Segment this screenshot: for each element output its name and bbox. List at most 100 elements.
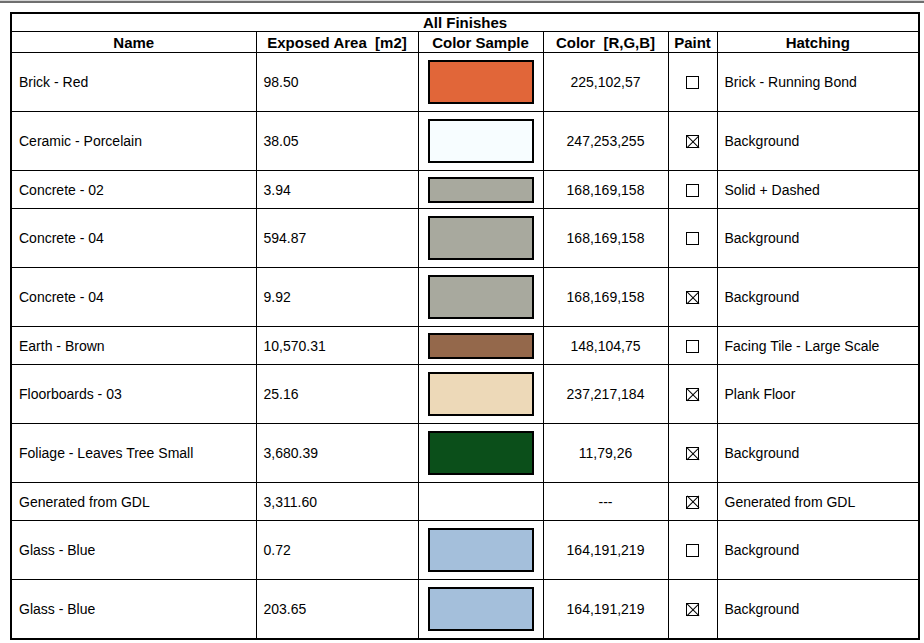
finish-name-cell: Ceramic - Porcelain — [11, 112, 256, 171]
color-rgb-cell: 11,79,26 — [543, 424, 668, 483]
paint-checkbox[interactable] — [686, 291, 699, 304]
exposed-area-cell: 3.94 — [256, 171, 418, 209]
exposed-area-cell: 0.72 — [256, 521, 418, 580]
hatching-cell: Background — [717, 424, 919, 483]
color-sample-cell — [418, 424, 543, 483]
table-row: Floorboards - 03 25.16 237,217,184 Plank… — [11, 365, 919, 424]
color-sample-cell — [418, 365, 543, 424]
paint-cell — [668, 521, 717, 580]
color-sample-cell — [418, 483, 543, 521]
color-sample-cell — [418, 580, 543, 639]
exposed-area-cell: 3,680.39 — [256, 424, 418, 483]
paint-checkbox[interactable] — [686, 447, 699, 460]
color-sample-cell — [418, 327, 543, 365]
table-row: Concrete - 04 594.87 168,169,158 Backgro… — [11, 209, 919, 268]
exposed-area-cell: 3,311.60 — [256, 483, 418, 521]
column-header-name: Name — [11, 32, 256, 53]
table-row: Concrete - 02 3.94 168,169,158 Solid + D… — [11, 171, 919, 209]
finish-name-cell: Concrete - 04 — [11, 209, 256, 268]
paint-cell — [668, 365, 717, 424]
color-sample-cell — [418, 268, 543, 327]
table-row: Ceramic - Porcelain 38.05 247,253,255 Ba… — [11, 112, 919, 171]
color-rgb-cell: 164,191,219 — [543, 521, 668, 580]
paint-checkbox[interactable] — [686, 184, 699, 197]
paint-cell — [668, 209, 717, 268]
finish-name-cell: Glass - Blue — [11, 580, 256, 639]
exposed-area-cell: 10,570.31 — [256, 327, 418, 365]
color-rgb-cell: 168,169,158 — [543, 268, 668, 327]
hatching-cell: Background — [717, 521, 919, 580]
color-swatch — [428, 587, 534, 631]
color-sample-cell — [418, 521, 543, 580]
finishes-schedule-table: All Finishes Name Exposed Area [m2] Colo… — [10, 12, 920, 640]
color-swatch — [428, 119, 534, 163]
finish-name-cell: Foliage - Leaves Tree Small — [11, 424, 256, 483]
paint-cell — [668, 580, 717, 639]
color-swatch — [428, 333, 534, 359]
finish-name-cell: Floorboards - 03 — [11, 365, 256, 424]
exposed-area-cell: 38.05 — [256, 112, 418, 171]
toolbar-bottom-edge — [0, 0, 924, 3]
color-swatch — [428, 275, 534, 319]
color-swatch — [428, 528, 534, 572]
hatching-cell: Brick - Running Bond — [717, 53, 919, 112]
hatching-cell: Facing Tile - Large Scale — [717, 327, 919, 365]
paint-checkbox[interactable] — [686, 135, 699, 148]
paint-checkbox[interactable] — [686, 544, 699, 557]
color-swatch — [428, 372, 534, 416]
paint-checkbox[interactable] — [686, 340, 699, 353]
color-sample-cell — [418, 209, 543, 268]
color-rgb-cell: 168,169,158 — [543, 171, 668, 209]
color-swatch — [428, 431, 534, 475]
hatching-cell: Background — [717, 580, 919, 639]
paint-cell — [668, 112, 717, 171]
color-swatch — [428, 60, 534, 104]
paint-cell — [668, 171, 717, 209]
finish-name-cell: Earth - Brown — [11, 327, 256, 365]
paint-cell — [668, 53, 717, 112]
hatching-cell: Plank Floor — [717, 365, 919, 424]
color-sample-cell — [418, 171, 543, 209]
table-title-row: All Finishes — [11, 13, 919, 32]
finish-name-cell: Concrete - 02 — [11, 171, 256, 209]
paint-cell — [668, 327, 717, 365]
paint-checkbox[interactable] — [686, 232, 699, 245]
column-header-color-rgb: Color [R,G,B] — [543, 32, 668, 53]
color-rgb-cell: --- — [543, 483, 668, 521]
finish-name-cell: Generated from GDL — [11, 483, 256, 521]
table-row: Glass - Blue 0.72 164,191,219 Background — [11, 521, 919, 580]
table-row: Earth - Brown 10,570.31 148,104,75 Facin… — [11, 327, 919, 365]
hatching-cell: Background — [717, 209, 919, 268]
color-rgb-cell: 164,191,219 — [543, 580, 668, 639]
color-sample-cell — [418, 112, 543, 171]
table-row: Concrete - 04 9.92 168,169,158 Backgroun… — [11, 268, 919, 327]
exposed-area-cell: 203.65 — [256, 580, 418, 639]
paint-cell — [668, 424, 717, 483]
column-header-paint: Paint — [668, 32, 717, 53]
paint-checkbox[interactable] — [686, 76, 699, 89]
hatching-cell: Background — [717, 112, 919, 171]
table-row: Glass - Blue 203.65 164,191,219 Backgrou… — [11, 580, 919, 639]
color-swatch — [428, 177, 534, 203]
color-rgb-cell: 225,102,57 — [543, 53, 668, 112]
color-rgb-cell: 237,217,184 — [543, 365, 668, 424]
paint-checkbox[interactable] — [686, 603, 699, 616]
finish-name-cell: Concrete - 04 — [11, 268, 256, 327]
color-sample-cell — [418, 53, 543, 112]
hatching-cell: Generated from GDL — [717, 483, 919, 521]
table-row: Brick - Red 98.50 225,102,57 Brick - Run… — [11, 53, 919, 112]
finish-name-cell: Glass - Blue — [11, 521, 256, 580]
exposed-area-cell: 98.50 — [256, 53, 418, 112]
table-row: Foliage - Leaves Tree Small 3,680.39 11,… — [11, 424, 919, 483]
column-header-color-sample: Color Sample — [418, 32, 543, 53]
table-row: Generated from GDL 3,311.60 --- Generate… — [11, 483, 919, 521]
finish-name-cell: Brick - Red — [11, 53, 256, 112]
paint-checkbox[interactable] — [686, 388, 699, 401]
color-rgb-cell: 168,169,158 — [543, 209, 668, 268]
paint-checkbox[interactable] — [686, 496, 699, 509]
column-header-exposed-area: Exposed Area [m2] — [256, 32, 418, 53]
color-rgb-cell: 247,253,255 — [543, 112, 668, 171]
paint-cell — [668, 268, 717, 327]
paint-cell — [668, 483, 717, 521]
hatching-cell: Background — [717, 268, 919, 327]
